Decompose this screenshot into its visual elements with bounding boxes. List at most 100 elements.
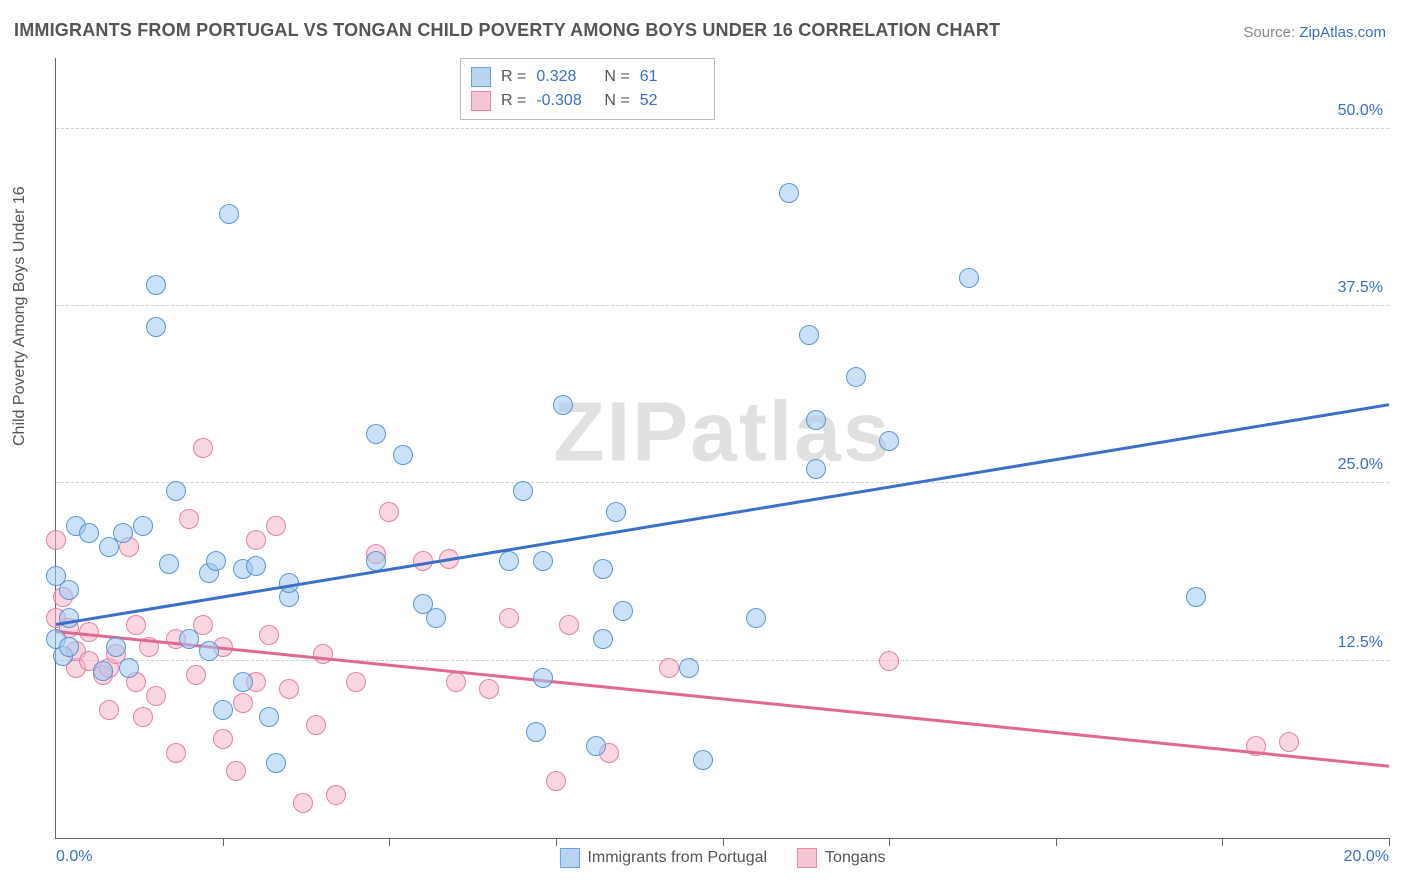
trend-line-pink [56, 630, 1389, 767]
scatter-point-blue [799, 325, 819, 345]
scatter-point-blue [593, 559, 613, 579]
stats-n-label-0: N = [604, 68, 629, 86]
y-tick-label: 37.5% [1338, 279, 1383, 297]
legend-swatch-blue [559, 848, 579, 868]
scatter-point-blue [179, 629, 199, 649]
x-tick [723, 838, 724, 846]
scatter-point-blue [1186, 587, 1206, 607]
scatter-point-pink [186, 665, 206, 685]
gridline [56, 128, 1389, 129]
scatter-point-pink [326, 785, 346, 805]
plot-area: ZIPatlas Immigrants from Portugal Tongan… [55, 58, 1389, 839]
scatter-point-pink [559, 615, 579, 635]
scatter-point-blue [959, 268, 979, 288]
scatter-point-pink [659, 658, 679, 678]
scatter-point-blue [59, 637, 79, 657]
x-legend: Immigrants from Portugal Tongans [559, 848, 885, 868]
scatter-point-pink [479, 679, 499, 699]
scatter-point-pink [246, 530, 266, 550]
scatter-point-blue [219, 204, 239, 224]
scatter-point-pink [166, 743, 186, 763]
scatter-point-blue [606, 502, 626, 522]
scatter-point-blue [206, 551, 226, 571]
source-prefix: Source: [1243, 24, 1299, 41]
scatter-point-blue [259, 707, 279, 727]
scatter-point-blue [499, 551, 519, 571]
scatter-point-blue [879, 431, 899, 451]
chart-container: IMMIGRANTS FROM PORTUGAL VS TONGAN CHILD… [0, 0, 1406, 892]
scatter-point-pink [879, 651, 899, 671]
source-link[interactable]: ZipAtlas.com [1299, 24, 1386, 41]
legend-swatch-pink [797, 848, 817, 868]
scatter-point-blue [779, 183, 799, 203]
scatter-point-blue [613, 601, 633, 621]
scatter-point-pink [1279, 732, 1299, 752]
scatter-point-blue [366, 424, 386, 444]
scatter-point-pink [306, 715, 326, 735]
scatter-point-pink [146, 686, 166, 706]
scatter-point-blue [679, 658, 699, 678]
x-tick [1389, 838, 1390, 846]
scatter-point-blue [106, 637, 126, 657]
scatter-point-pink [133, 707, 153, 727]
x-tick [223, 838, 224, 846]
scatter-point-pink [446, 672, 466, 692]
scatter-point-blue [199, 641, 219, 661]
y-tick-label: 12.5% [1338, 634, 1383, 652]
stats-n-value-1: 52 [640, 92, 698, 110]
x-tick [1222, 838, 1223, 846]
legend-label-tongans: Tongans [825, 849, 886, 867]
scatter-point-blue [146, 275, 166, 295]
stats-r-value-0: 0.328 [536, 68, 594, 86]
scatter-point-pink [193, 438, 213, 458]
scatter-point-blue [513, 481, 533, 501]
chart-title: IMMIGRANTS FROM PORTUGAL VS TONGAN CHILD… [14, 20, 1000, 41]
scatter-point-blue [59, 608, 79, 628]
legend-item-portugal: Immigrants from Portugal [559, 848, 767, 868]
x-tick-label: 0.0% [56, 848, 92, 866]
scatter-point-pink [126, 615, 146, 635]
x-tick [389, 838, 390, 846]
y-tick-label: 25.0% [1338, 456, 1383, 474]
scatter-point-blue [79, 523, 99, 543]
stats-row-blue: R = 0.328 N = 61 [471, 65, 698, 89]
scatter-point-blue [746, 608, 766, 628]
scatter-point-blue [166, 481, 186, 501]
stats-row-pink: R = -0.308 N = 52 [471, 89, 698, 113]
gridline [56, 660, 1389, 661]
scatter-point-pink [379, 502, 399, 522]
scatter-point-pink [293, 793, 313, 813]
stats-n-label-1: N = [604, 92, 629, 110]
scatter-point-blue [533, 551, 553, 571]
scatter-point-blue [159, 554, 179, 574]
scatter-point-pink [99, 700, 119, 720]
scatter-point-blue [846, 367, 866, 387]
scatter-point-pink [499, 608, 519, 628]
scatter-point-blue [146, 317, 166, 337]
stats-r-label-0: R = [501, 68, 526, 86]
scatter-point-blue [586, 736, 606, 756]
stats-r-label-1: R = [501, 92, 526, 110]
scatter-point-blue [119, 658, 139, 678]
scatter-point-blue [526, 722, 546, 742]
scatter-point-blue [553, 395, 573, 415]
scatter-point-blue [266, 753, 286, 773]
stats-r-value-1: -0.308 [536, 92, 594, 110]
scatter-point-blue [133, 516, 153, 536]
x-tick-label: 20.0% [1344, 848, 1389, 866]
watermark: ZIPatlas [553, 384, 891, 481]
x-tick [1056, 838, 1057, 846]
legend-label-portugal: Immigrants from Portugal [587, 849, 767, 867]
scatter-point-blue [246, 556, 266, 576]
scatter-point-pink [346, 672, 366, 692]
gridline [56, 305, 1389, 306]
stats-box: R = 0.328 N = 61 R = -0.308 N = 52 [460, 58, 715, 120]
y-axis-label: Child Poverty Among Boys Under 16 [11, 186, 29, 446]
y-tick-label: 50.0% [1338, 102, 1383, 120]
gridline [56, 482, 1389, 483]
scatter-point-pink [259, 625, 279, 645]
scatter-point-blue [393, 445, 413, 465]
scatter-point-pink [179, 509, 199, 529]
scatter-point-pink [213, 729, 233, 749]
scatter-point-blue [533, 668, 553, 688]
